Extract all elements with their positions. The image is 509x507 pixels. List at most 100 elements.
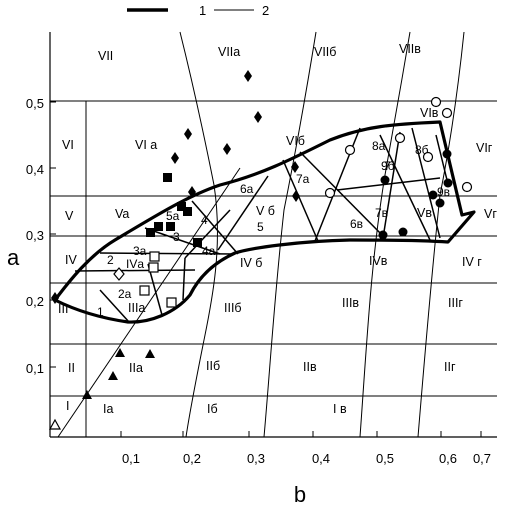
open-square-marker (139, 285, 150, 296)
zone-label: VIб (286, 134, 305, 148)
filled-square-marker (154, 222, 163, 231)
markers-squares-open (139, 251, 177, 308)
filled-square-marker (183, 207, 192, 216)
filled-circle-marker (398, 227, 408, 237)
filled-diamond-marker (244, 70, 252, 82)
zone-label: VI а (135, 138, 157, 152)
region-label: 7в (375, 206, 388, 220)
markers-circles-open (324, 96, 473, 199)
zone-label: VIIб (314, 45, 336, 59)
open-diamond-marker (113, 267, 125, 281)
zone-label: VIIа (218, 45, 240, 59)
y-tick-label: 0,2 (26, 294, 44, 309)
filled-diamond-marker (254, 111, 262, 123)
filled-diamond-marker (171, 152, 179, 164)
axes: 0,5 0,4 0,3 0,2 0,1 0,1 0,2 0,3 0,4 0,5 … (7, 32, 497, 507)
filled-square-marker (193, 238, 202, 247)
zone-label: IIв (303, 360, 317, 374)
region-label: 7а (296, 172, 310, 186)
x-tick-label: 0,5 (376, 451, 394, 466)
region-label: 2 (107, 253, 114, 267)
zone-label: IIIв (342, 296, 359, 310)
open-square-marker (149, 251, 160, 262)
open-circle-marker (461, 181, 473, 193)
zone-label: Vг (484, 207, 497, 221)
region-label-9b: 9б (381, 159, 395, 173)
filled-circle-marker (428, 190, 438, 200)
zone-label: V (65, 209, 74, 223)
region-label: 7 (384, 159, 391, 173)
open-circle-marker (422, 151, 434, 163)
zone-label: II (68, 361, 75, 375)
filled-diamond-marker (291, 161, 299, 173)
zone-label: V б (256, 204, 275, 218)
zone-label: Iб (207, 402, 218, 416)
region-label: 4 (201, 213, 208, 227)
region-label: 9в (437, 185, 450, 199)
markers-triangles-open (48, 418, 62, 430)
region-label: 6а (240, 182, 254, 196)
open-triangle-marker (48, 418, 62, 430)
zone-label: Vв (417, 206, 432, 220)
y-tick-label: 0,4 (26, 162, 44, 177)
open-square-marker (166, 297, 177, 308)
filled-square-marker (166, 222, 175, 231)
zone-label: IIIа (128, 301, 145, 315)
zone-label: VI (62, 138, 74, 152)
y-tick-label: 0,3 (26, 228, 44, 243)
region-label: 5 (257, 220, 264, 234)
filled-circle-marker (435, 198, 445, 208)
zone-label: IV г (462, 255, 482, 269)
open-circle-marker (394, 132, 406, 144)
region-label: 3а (133, 244, 147, 258)
markers-diamonds-open (113, 267, 125, 281)
zone-label: VIв (420, 106, 439, 120)
zone-boundaries-vertical (57, 31, 465, 438)
region-number-labels: 1 2 2а 3 3а 4 4а 5 5а 6а 6в 7 7а 7в 8а 8… (97, 139, 450, 319)
zone-label: VIг (476, 141, 493, 155)
filled-triangle-marker (108, 371, 118, 380)
zone-label: IIIб (224, 301, 242, 315)
x-tick-label: 0,3 (247, 451, 265, 466)
y-tick-label: 0,1 (26, 361, 44, 376)
x-tick-label: 0,6 (439, 451, 457, 466)
zone-labels: VII VIIа VIIб VIIв VI VI а VIб VIв VIг V… (58, 42, 497, 416)
zone-label: IV (65, 253, 77, 267)
zone-label: IIа (129, 361, 143, 375)
filled-diamond-marker (188, 186, 196, 198)
filled-triangle-marker (115, 348, 125, 357)
x-tick-label: 0,2 (183, 451, 201, 466)
region-label: 5а (166, 209, 180, 223)
x-tick-label: 0,4 (312, 451, 330, 466)
region-label: 1 (97, 305, 104, 319)
region-label: 8а (372, 139, 386, 153)
zone-label: III (58, 302, 68, 316)
filled-circle-marker (442, 149, 452, 159)
open-circle-marker (344, 144, 356, 156)
legend-label-1: 1 (199, 3, 206, 18)
markers-diamonds-filled (51, 70, 300, 304)
filled-triangle-marker (145, 349, 155, 358)
zone-label: IIб (206, 359, 220, 373)
filled-square-marker (146, 228, 155, 237)
filled-circle-marker (380, 175, 390, 185)
markers-squares-filled (146, 173, 202, 247)
filled-triangle-marker (82, 390, 92, 399)
y-axis-label: a (7, 245, 20, 270)
zone-label: IVа (126, 257, 144, 271)
open-square-marker (148, 262, 159, 273)
region-label: 6в (350, 217, 363, 231)
filled-diamond-marker (223, 143, 231, 155)
zone-label: IIIг (448, 296, 463, 310)
zone-label: IVв (369, 254, 388, 268)
x-tick-label: 0,1 (122, 451, 140, 466)
zone-label: I в (333, 402, 347, 416)
y-tick-label: 0,5 (26, 96, 44, 111)
x-axis-label: b (294, 482, 306, 507)
zone-label: IIг (444, 360, 456, 374)
filled-square-marker (163, 173, 172, 182)
filled-circle-marker (378, 230, 388, 240)
region-label: 4а (202, 244, 216, 258)
filled-diamond-marker (292, 190, 300, 202)
